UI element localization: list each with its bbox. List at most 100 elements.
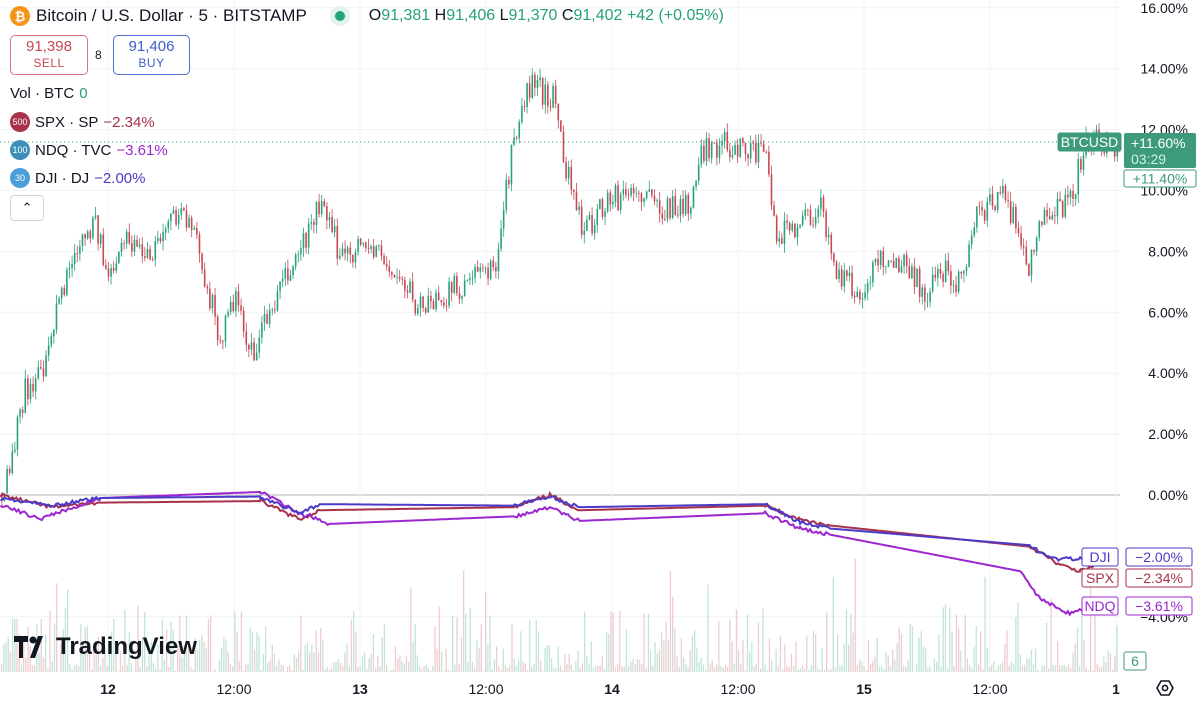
- candle-body: [502, 209, 505, 229]
- series-value-dji-box: [1125, 547, 1193, 567]
- volume-bar: [621, 666, 623, 672]
- collapse-legend-button[interactable]: ⌃: [10, 195, 44, 221]
- btc-countdown-label: 03:29: [1131, 151, 1166, 167]
- candle-body: [313, 221, 315, 225]
- volume-bar: [181, 657, 183, 672]
- candle-body: [245, 331, 248, 345]
- volume-bar: [469, 607, 471, 672]
- candle-body: [508, 179, 510, 185]
- volume-bar: [51, 661, 53, 672]
- volume-bar: [75, 664, 78, 672]
- candle-body: [53, 329, 55, 337]
- volume-bar: [1112, 669, 1114, 672]
- candle-body: [289, 275, 292, 281]
- candle-body: [393, 274, 396, 278]
- volume-bar: [1094, 612, 1096, 672]
- candle-body: [1009, 201, 1012, 224]
- candle-body: [86, 231, 89, 239]
- volume-bar: [183, 645, 185, 672]
- candle-body: [726, 131, 729, 150]
- volume-bar: [408, 661, 410, 672]
- candle-body: [302, 233, 305, 249]
- volume-bar: [797, 669, 799, 672]
- volume-bar: [295, 657, 298, 672]
- volume-bar: [447, 669, 449, 672]
- volume-bar: [342, 665, 344, 672]
- volume-bar: [357, 666, 359, 672]
- volume-bar: [361, 655, 364, 672]
- volume-bar: [804, 668, 806, 672]
- volume-scale-label: 6: [1131, 653, 1139, 669]
- candle-body: [378, 245, 380, 247]
- sell-button[interactable]: 91,398 SELL: [10, 35, 88, 75]
- volume-bar: [1015, 617, 1017, 672]
- volume-bar: [775, 649, 777, 672]
- candle-body: [612, 202, 614, 205]
- candle-body: [554, 85, 557, 104]
- volume-bar: [909, 623, 911, 672]
- candle-body: [281, 278, 284, 282]
- candle-body: [918, 268, 921, 297]
- volume-bar: [269, 660, 271, 672]
- candle-body: [476, 266, 479, 272]
- indicator-spx[interactable]: 500 SPX · SP −2.34%: [10, 112, 155, 132]
- volume-bar: [944, 604, 947, 672]
- candle-body: [172, 210, 175, 214]
- volume-bar: [542, 671, 544, 672]
- volume-bar: [16, 619, 18, 672]
- volume-bar: [1013, 663, 1015, 672]
- indicator-dji[interactable]: 30 DJI · DJ −2.00%: [10, 168, 145, 188]
- volume-legend[interactable]: Vol · BTC 0: [10, 85, 88, 102]
- candle-body: [409, 281, 411, 293]
- candle-body: [950, 271, 952, 286]
- volume-bar: [564, 654, 566, 672]
- tradingview-logo[interactable]: TradingView: [14, 633, 197, 661]
- candle-body: [996, 191, 999, 211]
- indicator-ndq[interactable]: 100 NDQ · TVC −3.61%: [10, 140, 168, 160]
- volume-bar: [830, 669, 832, 672]
- volume-bar: [80, 623, 82, 672]
- volume-bar: [465, 613, 467, 672]
- candle-body: [63, 287, 66, 295]
- candle-body: [731, 154, 734, 158]
- candle-body: [248, 344, 250, 350]
- volume-bar: [887, 655, 889, 672]
- volume-bar: [738, 650, 740, 672]
- volume-bar: [810, 664, 812, 672]
- volume-bar: [441, 652, 443, 672]
- settings-icon[interactable]: [1156, 680, 1174, 696]
- candle-body: [801, 215, 804, 225]
- volume-bar: [832, 576, 834, 672]
- volume-bar: [152, 663, 155, 672]
- candle-body: [29, 383, 32, 400]
- volume-bar: [1006, 630, 1008, 672]
- volume-bar: [753, 666, 755, 672]
- candle-body: [435, 292, 437, 310]
- candle-body: [224, 316, 227, 342]
- volume-bar: [786, 665, 788, 672]
- candle-body: [773, 205, 775, 217]
- candle-body: [118, 251, 120, 264]
- symbol-title[interactable]: Bitcoin / U.S. Dollar · 5 · BITSTAMP: [36, 6, 307, 25]
- volume-bar: [507, 667, 509, 672]
- volume-bar: [335, 662, 337, 672]
- volume-bar: [133, 671, 135, 672]
- candle-body: [664, 218, 666, 220]
- buy-button[interactable]: 91,406 BUY: [113, 35, 190, 75]
- volume-bar: [933, 658, 936, 672]
- candle-body: [328, 217, 331, 221]
- volume-bar: [377, 655, 379, 672]
- volume-bar: [60, 643, 62, 672]
- volume-bar: [861, 661, 863, 672]
- volume-bar: [190, 667, 192, 672]
- volume-bar: [947, 668, 949, 672]
- candle-body: [677, 214, 679, 216]
- candle-body: [627, 194, 630, 196]
- volume-bar: [757, 622, 760, 672]
- volume-bar: [174, 670, 177, 672]
- candle-body: [105, 265, 107, 269]
- volume-bar: [773, 671, 775, 672]
- volume-bar: [544, 648, 546, 672]
- candle-body: [388, 266, 391, 272]
